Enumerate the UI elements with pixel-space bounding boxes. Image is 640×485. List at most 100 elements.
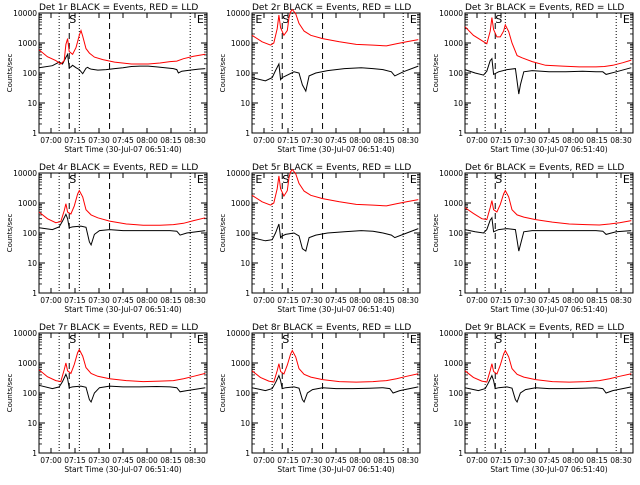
x-tick-label: 08:15 [373, 456, 395, 465]
plot-frame [464, 332, 634, 454]
x-tick-label: 07:45 [325, 456, 347, 465]
x-tick-label: 07:15 [277, 456, 299, 465]
x-tick-label: 08:00 [136, 136, 158, 145]
y-tick-label: 100 [23, 69, 38, 78]
plot-frame [251, 172, 421, 294]
x-tick-label: 08:15 [373, 296, 395, 305]
y-axis-label: Counts/sec [432, 374, 440, 413]
y-tick-label: 1000 [444, 359, 463, 368]
marker-label-s: S [495, 173, 502, 186]
series-events-line [464, 374, 632, 404]
y-tick-label: 10 [240, 259, 250, 268]
y-tick-label: 10 [453, 259, 463, 268]
x-tick-label: 07:15 [64, 296, 86, 305]
x-tick-label: 08:30 [610, 456, 632, 465]
x-tick-label: 07:45 [325, 296, 347, 305]
y-tick-label: 1000 [18, 199, 37, 208]
marker-label-e: E [410, 13, 417, 26]
y-tick-label: 10 [27, 419, 37, 428]
plot-frame [251, 12, 421, 134]
y-tick-label: 1000 [231, 199, 250, 208]
y-tick-label: 100 [449, 229, 464, 238]
y-axis-label: Counts/sec [432, 54, 440, 93]
x-tick-label: 07:00 [253, 136, 275, 145]
x-tick-label: 07:30 [514, 456, 536, 465]
x-tick-label: 07:15 [490, 296, 512, 305]
y-tick-label: 1 [245, 129, 250, 138]
y-tick-label: 1000 [444, 199, 463, 208]
marker-label-s: S [282, 173, 289, 186]
series-events-line [251, 223, 419, 252]
marker-label-e: E [623, 333, 630, 346]
series-lld-line [38, 348, 206, 383]
x-tick-label: 07:00 [40, 136, 62, 145]
y-tick-label: 1 [32, 449, 37, 458]
x-tick-label: 07:30 [88, 296, 110, 305]
y-tick-label: 10 [27, 259, 37, 268]
panel-det-5: Det 5r BLACK = Events, RED = LLD 1 10 100 10… [219, 163, 421, 314]
y-tick-label: 100 [449, 69, 464, 78]
panel-det-7: Det 7r BLACK = Events, RED = LLD 1 10 100 10… [6, 323, 208, 474]
series-lld-line [251, 8, 419, 47]
series-events-line [464, 57, 632, 95]
y-tick-label: 1 [32, 289, 37, 298]
y-tick-label: 1000 [18, 39, 37, 48]
y-tick-label: 1000 [18, 359, 37, 368]
x-tick-label: 07:45 [538, 296, 560, 305]
x-tick-label: 07:00 [253, 296, 275, 305]
x-tick-label: 07:45 [112, 136, 134, 145]
y-tick-label: 1 [458, 449, 463, 458]
x-tick-label: 07:45 [325, 136, 347, 145]
y-tick-label: 10 [240, 419, 250, 428]
x-tick-label: 07:15 [277, 136, 299, 145]
x-tick-label: 08:30 [610, 136, 632, 145]
x-tick-label: 07:30 [88, 456, 110, 465]
x-tick-label: 08:00 [136, 456, 158, 465]
series-events-line [38, 373, 206, 404]
plot-frame [38, 332, 208, 454]
y-tick-label: 10000 [439, 9, 463, 18]
x-tick-label: 07:00 [40, 296, 62, 305]
x-tick-label: 07:00 [40, 456, 62, 465]
x-tick-label: 08:00 [349, 136, 371, 145]
x-tick-label: 08:00 [562, 136, 584, 145]
x-tick-label: 08:30 [397, 136, 419, 145]
y-axis-label: Counts/sec [219, 54, 227, 93]
x-tick-label: 07:15 [490, 456, 512, 465]
plot-frame [38, 12, 208, 134]
marker-label-s: S [495, 13, 502, 26]
y-tick-label: 1000 [231, 39, 250, 48]
x-axis-label: Start Time (30-Jul-07 06:51:40) [277, 465, 394, 474]
x-tick-label: 08:00 [562, 296, 584, 305]
y-tick-label: 1 [245, 449, 250, 458]
x-tick-label: 08:30 [184, 296, 206, 305]
y-tick-label: 10000 [13, 169, 37, 178]
panel-title: Det 4r BLACK = Events, RED = LLD [39, 163, 198, 173]
x-tick-label: 08:00 [136, 296, 158, 305]
marker-label-s: S [69, 13, 76, 26]
x-tick-label: 08:00 [349, 456, 371, 465]
y-tick-label: 100 [23, 389, 38, 398]
y-axis-label: Counts/sec [219, 374, 227, 413]
y-tick-label: 10000 [226, 169, 250, 178]
y-tick-label: 10 [453, 99, 463, 108]
x-axis-label: Start Time (30-Jul-07 06:51:40) [490, 305, 607, 314]
marker-label-e: E [255, 13, 262, 26]
x-tick-label: 08:30 [184, 456, 206, 465]
x-tick-label: 08:00 [562, 456, 584, 465]
x-tick-label: 07:30 [301, 296, 323, 305]
x-tick-label: 07:30 [301, 456, 323, 465]
y-tick-label: 10 [240, 99, 250, 108]
x-tick-label: 08:15 [373, 136, 395, 145]
x-tick-label: 08:15 [586, 136, 608, 145]
x-axis-label: Start Time (30-Jul-07 06:51:40) [490, 145, 607, 154]
y-tick-label: 1 [458, 289, 463, 298]
marker-label-e: E [197, 333, 204, 346]
y-tick-label: 10000 [439, 329, 463, 338]
x-tick-label: 07:45 [112, 456, 134, 465]
series-events-line [38, 213, 206, 247]
x-tick-label: 07:15 [490, 136, 512, 145]
x-axis-label: Start Time (30-Jul-07 06:51:40) [277, 305, 394, 314]
marker-label-e: E [197, 13, 204, 26]
